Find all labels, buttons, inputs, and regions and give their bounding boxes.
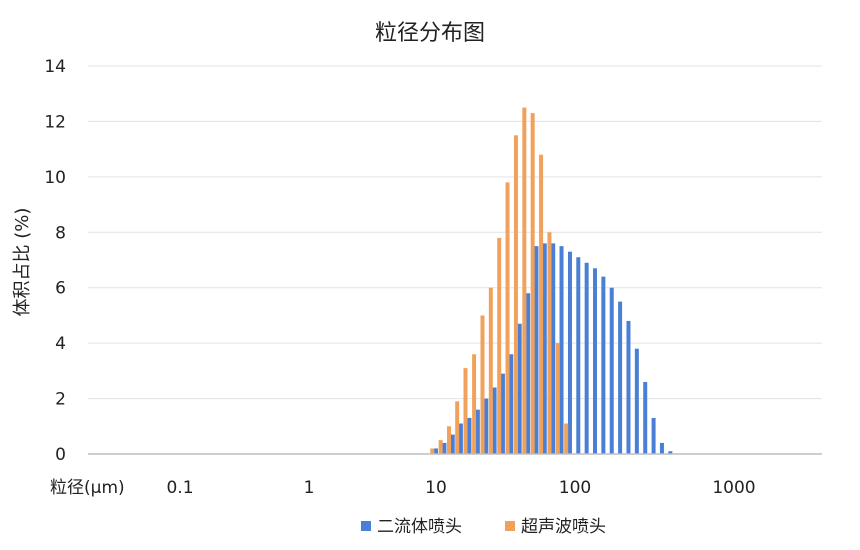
bar-ultrasonic xyxy=(564,423,569,454)
y-tick-label: 14 xyxy=(44,57,66,77)
grid-layer xyxy=(88,65,822,400)
bar-two-fluid xyxy=(442,442,447,454)
y-tick-label: 10 xyxy=(44,168,66,188)
bar-two-fluid xyxy=(626,320,631,454)
legend-swatch-two-fluid xyxy=(361,521,371,531)
bar-two-fluid xyxy=(492,387,497,454)
bar-ultrasonic xyxy=(438,440,443,454)
bar-ultrasonic xyxy=(555,343,560,454)
bar-ultrasonic xyxy=(488,287,493,454)
bar-two-fluid xyxy=(668,451,673,454)
y-tick-label: 6 xyxy=(55,279,66,299)
bar-two-fluid xyxy=(526,293,531,454)
y-tick-label: 0 xyxy=(55,445,66,465)
bar-two-fluid xyxy=(634,348,639,454)
bar-two-fluid xyxy=(659,442,664,454)
bar-two-fluid xyxy=(450,434,455,454)
bar-ultrasonic xyxy=(522,107,527,454)
bar-two-fluid xyxy=(584,262,589,454)
y-tick-label: 4 xyxy=(55,334,66,354)
y-tick-label: 12 xyxy=(44,112,66,132)
bar-ultrasonic xyxy=(455,401,460,454)
legend-label-two-fluid: 二流体喷头 xyxy=(377,517,462,537)
bar-two-fluid xyxy=(601,276,606,454)
bar-ultrasonic xyxy=(480,315,485,454)
legend: 二流体喷头 超声波喷头 xyxy=(361,517,606,537)
bar-two-fluid xyxy=(534,246,539,454)
legend-label-ultrasonic: 超声波喷头 xyxy=(521,517,606,537)
bar-two-fluid xyxy=(551,243,556,454)
x-tick-label: 0.1 xyxy=(166,478,193,498)
y-axis-label: 体积占比 (%) xyxy=(12,208,33,317)
bar-ultrasonic xyxy=(472,354,477,454)
bar-two-fluid xyxy=(567,251,572,454)
bar-two-fluid xyxy=(509,354,514,454)
bar-two-fluid xyxy=(559,246,564,454)
bar-two-fluid xyxy=(500,373,505,454)
bar-two-fluid xyxy=(576,257,581,454)
bar-ultrasonic xyxy=(497,237,502,454)
x-tick-label: 100 xyxy=(559,478,591,498)
x-tick-label: 10 xyxy=(425,478,447,498)
bar-two-fluid xyxy=(467,417,472,454)
bar-two-fluid xyxy=(651,417,656,454)
bar-layer xyxy=(430,107,673,455)
bar-ultrasonic xyxy=(446,426,451,454)
bar-ultrasonic xyxy=(539,154,544,454)
bar-two-fluid xyxy=(434,448,438,454)
bar-two-fluid xyxy=(517,323,522,454)
bar-two-fluid xyxy=(458,423,463,454)
bar-ultrasonic xyxy=(530,113,535,455)
bar-two-fluid xyxy=(618,301,623,454)
bar-two-fluid xyxy=(643,381,648,454)
x-tick-label: 1000 xyxy=(712,478,755,498)
bar-two-fluid xyxy=(593,268,598,454)
bar-ultrasonic xyxy=(463,368,468,454)
bar-two-fluid xyxy=(475,409,480,454)
bar-two-fluid xyxy=(609,287,614,454)
y-tick-label: 2 xyxy=(55,390,66,410)
x-axis-label: 粒径(μm) xyxy=(50,478,125,498)
bar-ultrasonic xyxy=(430,448,435,454)
legend-swatch-ultrasonic xyxy=(505,521,515,531)
x-tick-label: 1 xyxy=(304,478,315,498)
bar-two-fluid xyxy=(484,398,489,454)
bar-ultrasonic xyxy=(547,232,552,454)
axis-layer: 0 2 4 6 8 10 12 14 0.1 1 10 100 1000 xyxy=(44,57,822,498)
chart-title: 粒径分布图 xyxy=(375,21,485,46)
bar-ultrasonic xyxy=(513,135,518,455)
bar-ultrasonic xyxy=(505,182,510,454)
y-tick-label: 8 xyxy=(55,223,66,243)
bar-two-fluid xyxy=(542,243,547,454)
